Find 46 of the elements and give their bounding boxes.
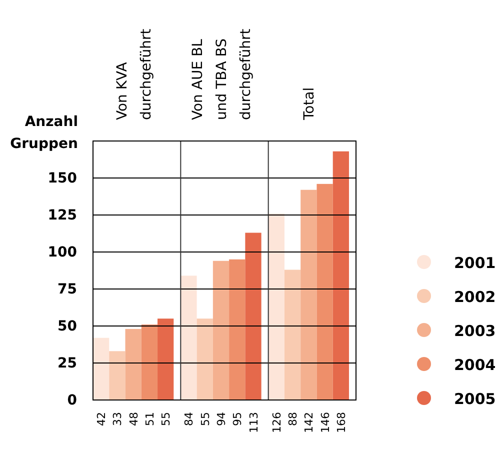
legend-label: 2005 (454, 390, 496, 408)
bar (109, 351, 126, 400)
data-label: 146 (318, 412, 332, 433)
legend-label: 2002 (454, 288, 496, 306)
data-label: 84 (182, 412, 196, 426)
x-tick-label: Von KVA durchgeführt (114, 28, 154, 120)
y-tick-label: 125 (48, 207, 77, 224)
data-label: 113 (247, 412, 260, 433)
bar (332, 151, 349, 400)
legend-label: 2001 (454, 254, 496, 272)
bar (141, 324, 158, 400)
data-label: 55 (198, 412, 212, 426)
bar (93, 338, 110, 400)
data-label: 94 (214, 412, 228, 426)
y-tick-label: 75 (58, 281, 77, 298)
bar (180, 276, 197, 400)
y-tick-label: 50 (58, 318, 78, 334)
bar (229, 259, 246, 400)
bar (125, 328, 142, 400)
data-label: 88 (286, 412, 300, 426)
bar (316, 184, 333, 400)
bar (196, 318, 213, 400)
bar (245, 232, 262, 400)
y-tick-label: 0 (67, 392, 78, 408)
bar (300, 190, 317, 400)
data-label: 48 (127, 412, 140, 426)
y-axis-title: Anzahl Gruppen (10, 114, 78, 152)
data-label: 42 (95, 412, 108, 426)
bar (268, 214, 284, 400)
x-tick-label: Von AUE BL und TBA BS durchgeführt (190, 28, 254, 120)
data-label: 95 (231, 412, 244, 426)
y-tick-label: 150 (48, 170, 78, 186)
data-label: 51 (143, 412, 156, 426)
data-label: 55 (160, 412, 173, 426)
data-label: 126 (270, 412, 284, 433)
bar (212, 260, 230, 400)
legend-label: 2003 (454, 322, 496, 340)
legend-label: 2004 (454, 356, 496, 374)
data-label: 142 (302, 412, 316, 433)
data-label: 168 (334, 412, 348, 433)
y-tick-label: 25 (58, 355, 77, 372)
y-tick-label: 100 (48, 244, 78, 260)
x-tick-label: Total (302, 87, 318, 121)
bar (158, 318, 174, 400)
data-label: 33 (111, 412, 124, 426)
bar (284, 270, 301, 400)
